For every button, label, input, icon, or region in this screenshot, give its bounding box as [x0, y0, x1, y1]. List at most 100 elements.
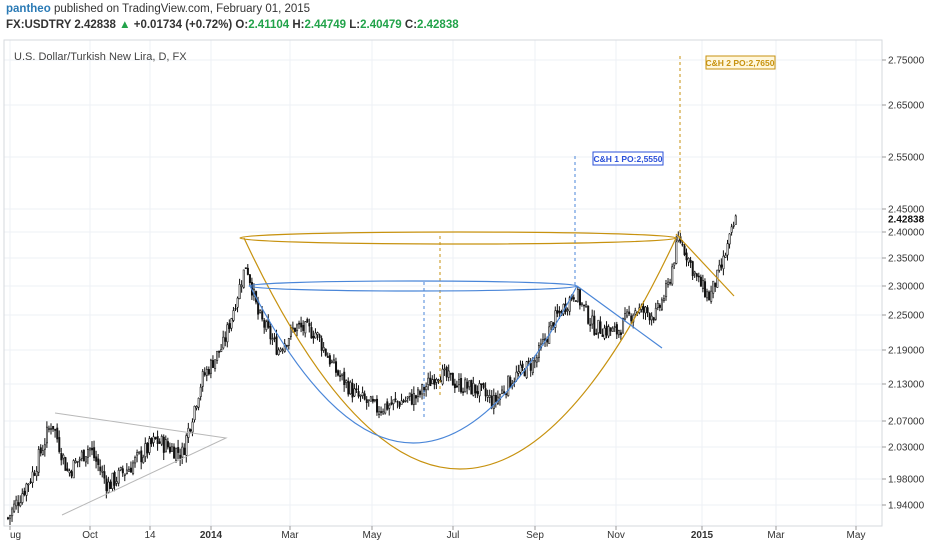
candle-body [470, 380, 473, 395]
candle-body [89, 447, 92, 451]
candle-body [306, 319, 309, 323]
candle-body [347, 381, 350, 395]
price-tick-label: 1.94000 [888, 501, 925, 512]
candle-body [220, 349, 223, 352]
candle-body [117, 469, 120, 484]
candle-body [111, 472, 114, 489]
publisher-username[interactable]: pantheo [6, 3, 51, 15]
time-axis[interactable]: ug Oct 14 2014 Mar May Jul Sep Nov 2015 Mar May [9, 526, 865, 541]
candle-body [605, 325, 608, 336]
price-tick-label: 2.45000 [888, 205, 925, 216]
candle-body [365, 399, 368, 404]
candle-body [435, 379, 438, 383]
candle-body [123, 473, 126, 476]
candle-body [476, 391, 479, 395]
candle-body [660, 299, 663, 310]
candle-body [199, 386, 202, 397]
candle-body [125, 469, 128, 475]
candle-body [390, 402, 393, 405]
symbol-name[interactable]: FX:USDTRY [6, 19, 72, 31]
candle-body [724, 254, 727, 258]
candle-body [95, 456, 98, 462]
candle-body [480, 383, 483, 385]
candle-body [15, 499, 18, 507]
price-tick-label: 2.75000 [888, 56, 925, 67]
candle-body [447, 370, 450, 378]
candle-body [404, 399, 407, 402]
candle-body [478, 383, 481, 397]
candle-body [622, 317, 625, 334]
price-tick-label: 2.13000 [888, 380, 925, 391]
candle-body [681, 243, 684, 246]
candle-body [222, 336, 225, 349]
candle-body [48, 427, 51, 430]
candle-body [181, 446, 184, 458]
candle-body [484, 388, 487, 397]
candle-body [27, 483, 30, 486]
candle-body [394, 398, 397, 401]
candle-body [66, 468, 69, 471]
candle-body [271, 338, 274, 341]
candle-body [130, 467, 133, 473]
candle-body [593, 315, 596, 335]
candle-body [154, 437, 157, 439]
candle-body [91, 447, 94, 451]
candle-body [443, 368, 446, 371]
candle-body [197, 397, 200, 408]
price-axis[interactable]: 2.75000 2.65000 2.55000 2.45000 2.40000 2.350… [882, 56, 925, 512]
candle-body [150, 437, 153, 445]
candle-body [107, 481, 110, 493]
candle-body [546, 338, 549, 343]
candle-body [706, 291, 709, 299]
candle-body [609, 327, 612, 332]
candle-body [127, 468, 130, 472]
candle-body [486, 395, 489, 398]
candle-body [603, 327, 606, 339]
price-chart[interactable]: U.S. Dollar/Turkish New Lira, D, FX C&H … [0, 36, 932, 550]
candle-body [142, 456, 145, 463]
candle-body [300, 322, 303, 328]
candle-body [134, 457, 137, 464]
candle-body [652, 317, 655, 321]
candle-body [529, 363, 532, 371]
chart-area[interactable]: U.S. Dollar/Turkish New Lira, D, FX C&H … [0, 36, 932, 550]
candle-body [273, 337, 276, 340]
candle-body [179, 454, 182, 459]
candle-body [160, 436, 163, 445]
candle-body [23, 490, 26, 495]
candle-body [728, 233, 731, 245]
candle-body [503, 391, 506, 394]
chart-header: pantheo published on TradingView.com, Fe… [0, 0, 932, 36]
candle-body [74, 460, 77, 463]
candle-body [595, 332, 598, 335]
candle-body [185, 435, 188, 456]
candle-body [437, 379, 440, 382]
candle-body [417, 389, 420, 397]
candle-body [572, 297, 575, 300]
candle-body [704, 281, 707, 298]
candle-body [244, 267, 247, 269]
candle-body [683, 245, 686, 255]
chart-title: U.S. Dollar/Turkish New Lira, D, FX [14, 51, 187, 63]
candle-body [617, 330, 620, 336]
time-tick-label: Nov [607, 530, 625, 541]
candle-body [519, 364, 522, 373]
candle-body [419, 390, 422, 395]
candle-body [363, 393, 366, 400]
price-tick-label: 2.07000 [888, 417, 925, 428]
candle-body [554, 310, 557, 328]
candle-body [490, 395, 493, 408]
candle-body [429, 377, 432, 387]
candle-body [654, 307, 657, 320]
last-price-label: 2.42838 [888, 214, 925, 225]
candle-body [378, 411, 381, 415]
candle-body [599, 321, 602, 334]
candle-body [462, 391, 465, 393]
candle-body [312, 335, 315, 339]
candle-body [515, 371, 518, 381]
candle-body [648, 313, 651, 321]
candle-body [371, 398, 374, 402]
candle-body [322, 347, 325, 351]
candle-body [212, 360, 215, 368]
candle-body [103, 471, 106, 479]
